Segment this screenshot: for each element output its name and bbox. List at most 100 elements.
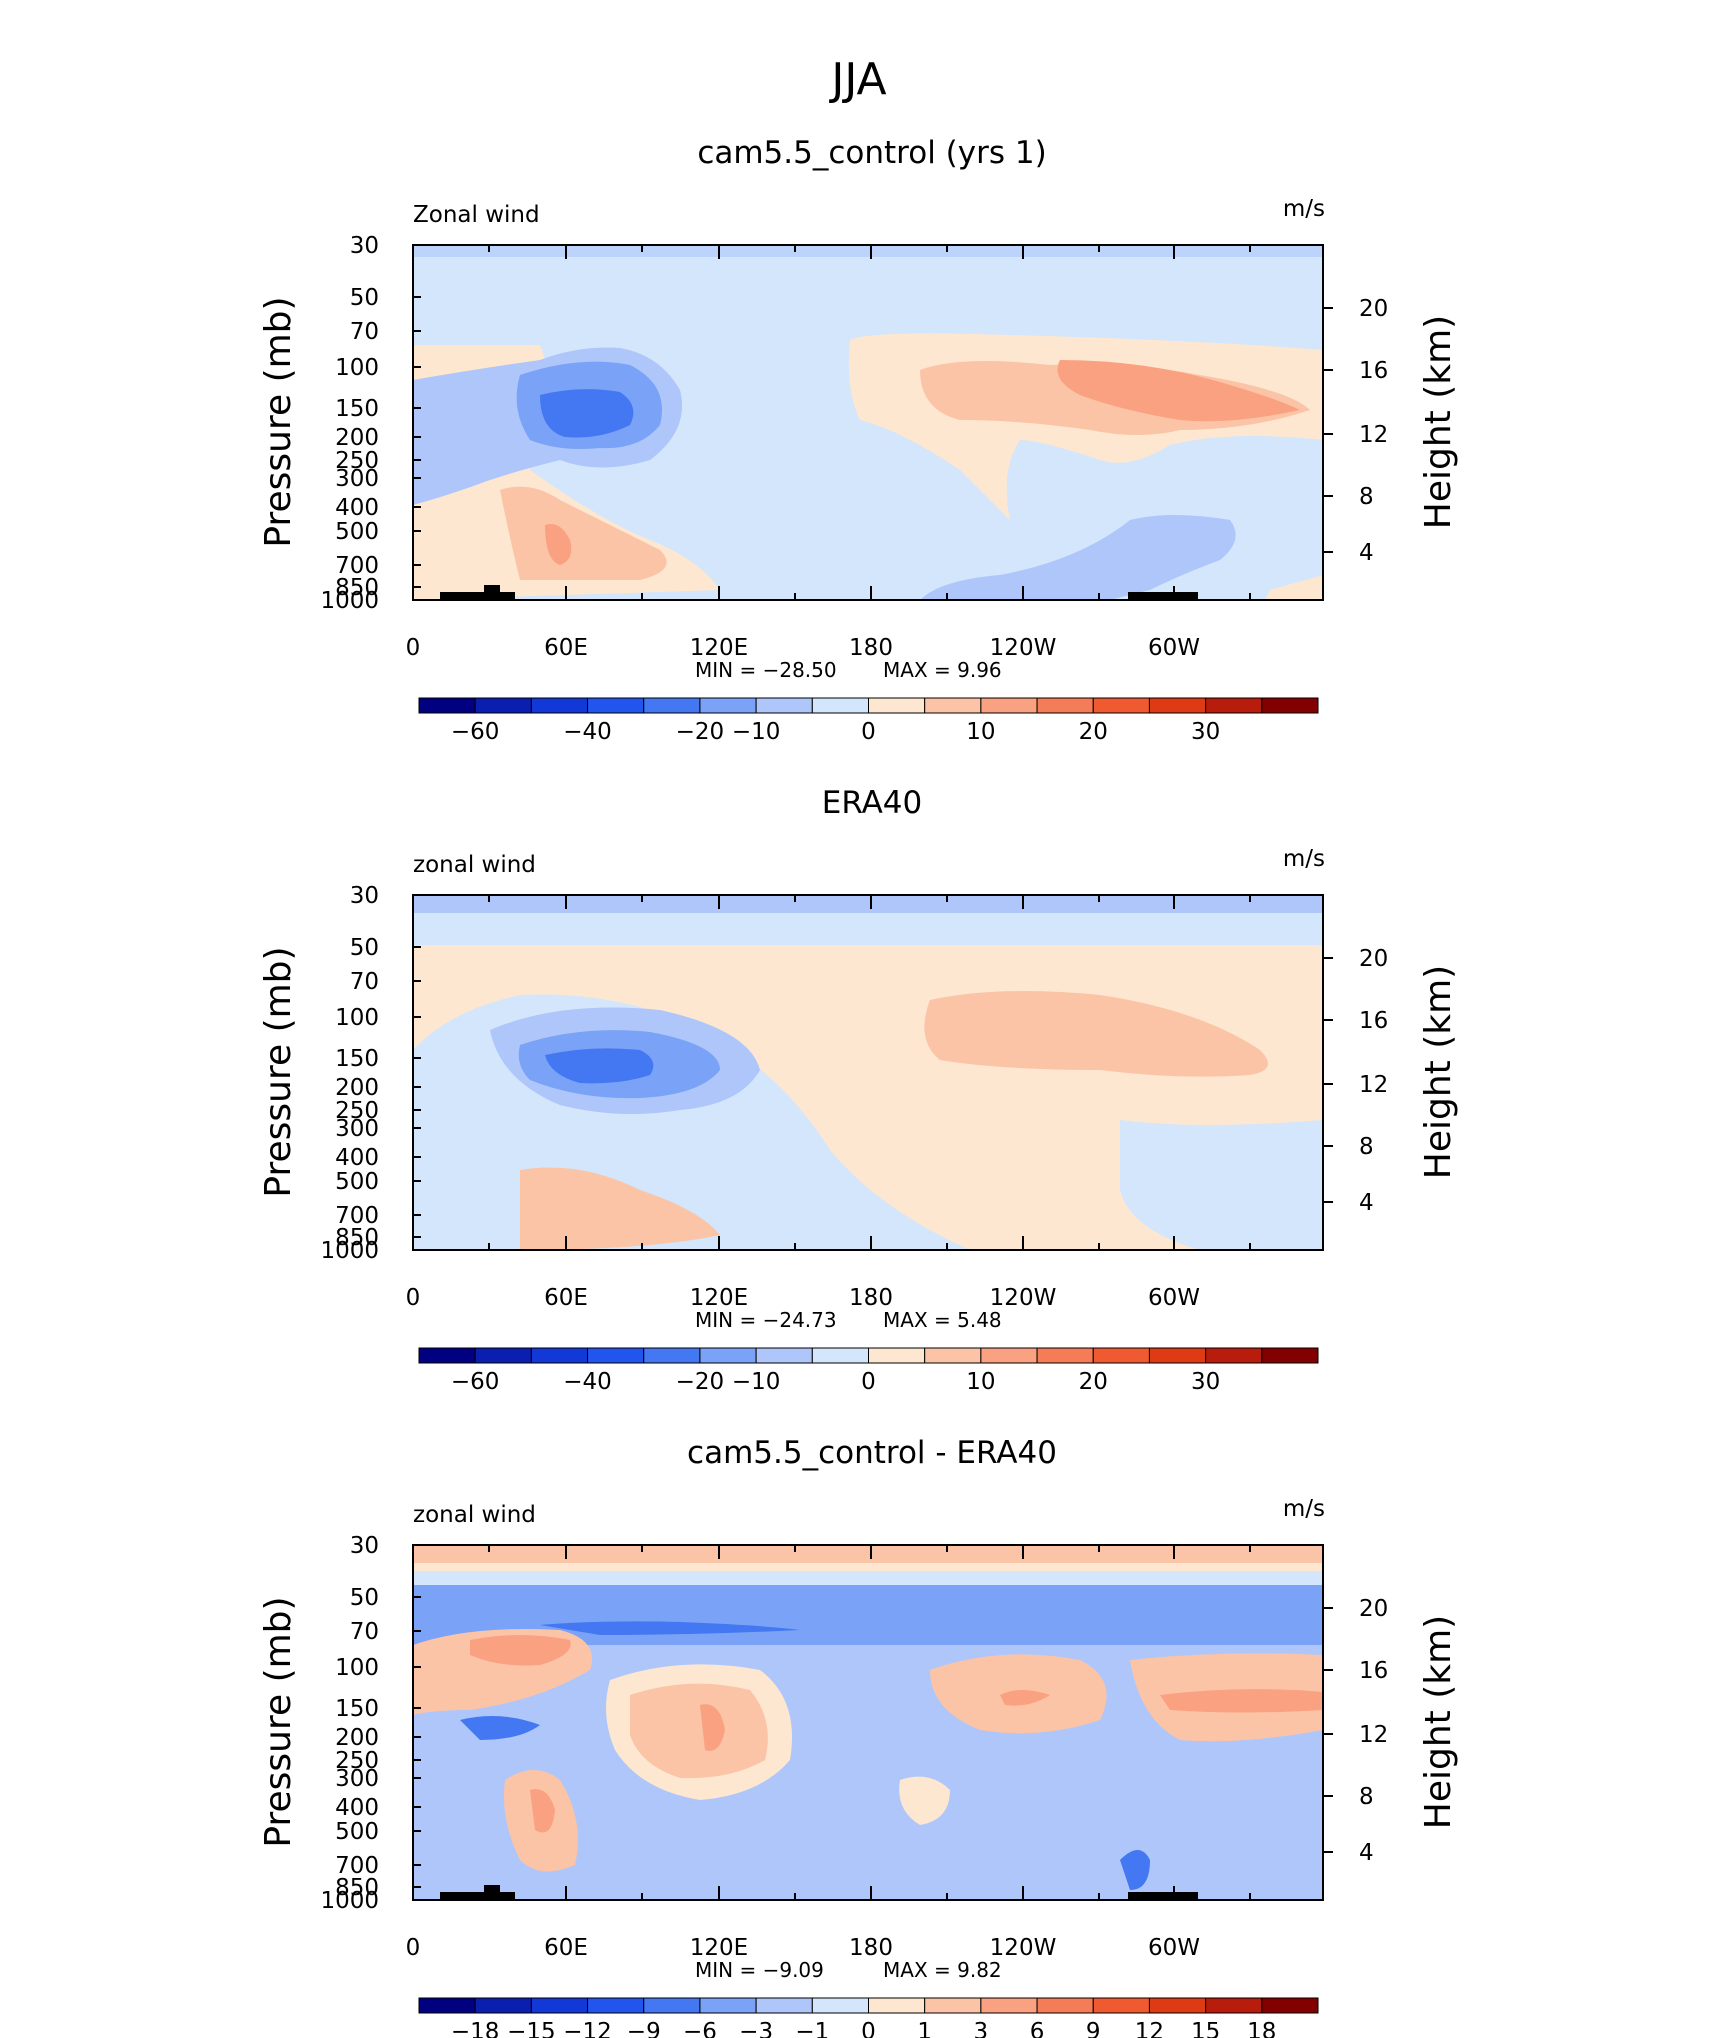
- max-label: MAX = 5.48: [883, 1308, 1002, 1332]
- colorbar-swatch: [530, 1347, 589, 1364]
- colorbar-label: −10: [732, 1369, 781, 1395]
- colorbar-label: −60: [451, 719, 500, 745]
- min-label: MIN = −9.09: [695, 1958, 824, 1982]
- y2-tick-label: 12: [1359, 1722, 1388, 1748]
- contour-field: [413, 1545, 1323, 1900]
- colorbar-label: 9: [1086, 2019, 1101, 2038]
- y-tick-label: 100: [335, 1005, 379, 1031]
- panel-title: ERA40: [822, 785, 923, 821]
- variable-label: zonal wind: [413, 1502, 536, 1528]
- field-positive-small: [899, 1776, 950, 1825]
- field-positive-lowlevel: [520, 1167, 720, 1250]
- x-tick-label: 180: [849, 635, 893, 661]
- colorbar-swatch: [868, 697, 926, 714]
- colorbar-swatch: [1036, 697, 1094, 714]
- y-tick-label: 300: [335, 1116, 379, 1142]
- colorbar-swatch: [1092, 1997, 1150, 2014]
- colorbar-swatch: [1205, 697, 1263, 714]
- y-tick-label: 850: [335, 575, 379, 601]
- x-tick-label: 60E: [544, 635, 588, 661]
- field-positive-west-core: [470, 1635, 571, 1666]
- y-tick-label: 200: [335, 1725, 379, 1751]
- y-tick-label: 850: [335, 1875, 379, 1901]
- y2-tick-label: 4: [1359, 540, 1374, 566]
- field-negative-strat-band: [413, 895, 1323, 913]
- colorbar-label: 30: [1191, 1369, 1220, 1395]
- max-label: MAX = 9.82: [883, 1958, 1002, 1982]
- colorbar-swatch: [587, 1347, 645, 1364]
- y2-tick-label: 16: [1359, 358, 1388, 384]
- colorbar-swatch: [474, 1347, 532, 1364]
- colorbar-swatch: [811, 1347, 869, 1364]
- colorbar-swatch: [980, 1997, 1038, 2014]
- field-positive-top: [413, 1545, 1323, 1563]
- x-tick-label: 60E: [544, 1285, 588, 1311]
- topography-andes: [1128, 592, 1198, 600]
- plot-frame: [412, 1544, 1324, 1901]
- y-tick-label: 250: [335, 1748, 379, 1774]
- y-tick-label: 30: [350, 233, 379, 259]
- plot-frame: [412, 894, 1324, 1251]
- topography-africa: [440, 1892, 515, 1900]
- y-tick-label: 500: [335, 519, 379, 545]
- y-tick-label: 150: [335, 396, 379, 422]
- x-tick-label: 0: [406, 1935, 421, 1961]
- field-positive-jet-max: [1057, 360, 1300, 422]
- y-tick-label: 150: [335, 1696, 379, 1722]
- y-axis-title: Pressure (mb): [258, 1596, 299, 1847]
- colorbar-swatch: [418, 697, 476, 714]
- colorbar-label: 10: [966, 1369, 995, 1395]
- x-tick-label: 120W: [990, 1285, 1057, 1311]
- colorbar-swatch: [587, 697, 645, 714]
- colorbar-swatch: [474, 1997, 532, 2014]
- contour-field: [413, 245, 1323, 600]
- colorbar-label: −20: [676, 1369, 725, 1395]
- variable-label: zonal wind: [413, 852, 536, 878]
- colorbar-swatch: [980, 1347, 1038, 1364]
- colorbar-label: −12: [563, 2019, 612, 2038]
- y-tick-label: 150: [335, 1046, 379, 1072]
- topography-andes: [1128, 1892, 1198, 1900]
- colorbar-label: 10: [966, 719, 995, 745]
- y-tick-label: 400: [335, 495, 379, 521]
- x-tick-label: 180: [849, 1935, 893, 1961]
- field-negative-thin: [413, 1571, 1323, 1585]
- topography-peak: [484, 585, 500, 593]
- y2-tick-label: 16: [1359, 1658, 1388, 1684]
- topography-peak: [484, 1885, 500, 1893]
- colorbar-swatch: [1148, 697, 1207, 714]
- y-tick-label: 50: [350, 1585, 379, 1611]
- field-positive-upper-east: [924, 991, 1268, 1077]
- min-label: MIN = −24.73: [695, 1308, 837, 1332]
- colorbar-label: −9: [627, 2019, 661, 2038]
- min-label: MIN = −28.50: [695, 658, 837, 682]
- panel-title: cam5.5_control - ERA40: [687, 1435, 1057, 1471]
- y2-tick-label: 12: [1359, 422, 1388, 448]
- colorbar-swatch: [530, 697, 589, 714]
- colorbar-label: −10: [732, 719, 781, 745]
- x-tick-label: 120E: [690, 635, 748, 661]
- y-tick-label: 500: [335, 1169, 379, 1195]
- colorbar-label: 20: [1079, 1369, 1108, 1395]
- y-tick-label: 70: [350, 1619, 379, 1645]
- colorbar-swatch: [1261, 697, 1319, 714]
- colorbar-swatch: [1148, 1997, 1207, 2014]
- colorbar-swatch: [755, 697, 813, 714]
- colorbar-swatch: [1092, 697, 1150, 714]
- y-tick-label: 70: [350, 319, 379, 345]
- x-tick-label: 180: [849, 1285, 893, 1311]
- colorbar-swatch: [643, 1347, 701, 1364]
- y-axis-title: Pressure (mb): [258, 946, 299, 1197]
- y-tick-label: 250: [335, 448, 379, 474]
- x-tick-label: 120E: [690, 1285, 748, 1311]
- field-negative-lowlevel-east: [920, 515, 1236, 600]
- colorbar-label: −60: [451, 1369, 500, 1395]
- plot-frame: [412, 244, 1324, 601]
- colorbar-swatch: [699, 697, 757, 714]
- colorbar-label: −15: [507, 2019, 556, 2038]
- y-tick-label: 850: [335, 1225, 379, 1251]
- y2-tick-label: 4: [1359, 1190, 1374, 1216]
- field-negative-strat-core: [540, 1621, 800, 1635]
- field-negative-east-low: [1120, 1850, 1150, 1890]
- colorbar-label: 30: [1191, 719, 1220, 745]
